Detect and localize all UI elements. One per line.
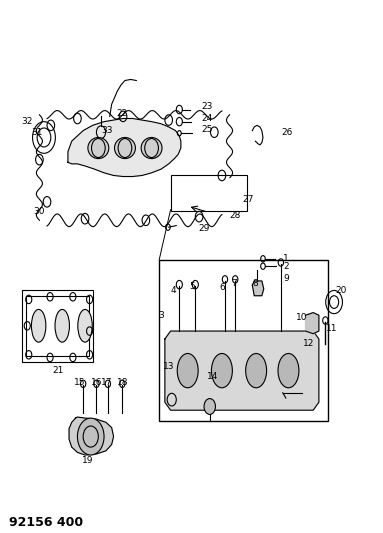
Text: 17: 17 [101,378,113,387]
Text: 26: 26 [282,128,293,136]
Bar [22,290,93,362]
Text: 9: 9 [283,274,289,283]
Ellipse shape [31,310,46,342]
Polygon shape [69,417,113,455]
Circle shape [204,399,216,415]
Polygon shape [68,118,181,176]
Polygon shape [252,281,264,296]
Text: 10: 10 [296,313,308,322]
Ellipse shape [141,138,162,159]
Ellipse shape [55,310,69,342]
Text: 13: 13 [163,362,174,371]
Bar [170,175,247,211]
Text: 2: 2 [283,262,289,271]
Text: 30: 30 [33,207,44,216]
Text: 22: 22 [117,109,128,118]
Text: 32: 32 [21,117,33,126]
Text: 3: 3 [158,311,164,320]
Polygon shape [165,331,319,410]
Bar [26,296,89,357]
Text: 28: 28 [229,211,241,220]
Text: 8: 8 [252,279,258,288]
Text: 15: 15 [74,378,85,387]
Bar [159,260,328,421]
Ellipse shape [177,353,198,388]
Text: 20: 20 [335,286,346,295]
Text: 19: 19 [82,456,94,465]
Text: 23: 23 [201,102,213,111]
Text: 11: 11 [326,324,338,333]
Ellipse shape [278,353,299,388]
Text: 6: 6 [220,284,226,292]
Ellipse shape [115,138,136,159]
Polygon shape [306,312,319,334]
Text: 27: 27 [242,195,254,204]
Text: 25: 25 [201,125,213,134]
Ellipse shape [211,353,232,388]
Text: 18: 18 [116,378,128,387]
Circle shape [77,418,104,455]
Text: 7: 7 [231,279,237,288]
Ellipse shape [88,138,109,159]
Ellipse shape [246,353,267,388]
Text: 29: 29 [198,224,210,233]
Text: 4: 4 [171,286,177,295]
Text: 1: 1 [283,254,289,263]
Text: 12: 12 [303,338,314,348]
Ellipse shape [78,310,92,342]
Text: 92156 400: 92156 400 [9,516,83,529]
Text: 5: 5 [189,282,195,290]
Text: 21: 21 [52,366,63,375]
Text: 33: 33 [101,126,113,135]
Text: 14: 14 [207,373,218,382]
Text: 16: 16 [91,378,102,387]
Text: 24: 24 [201,114,212,123]
Text: 31: 31 [32,128,43,136]
